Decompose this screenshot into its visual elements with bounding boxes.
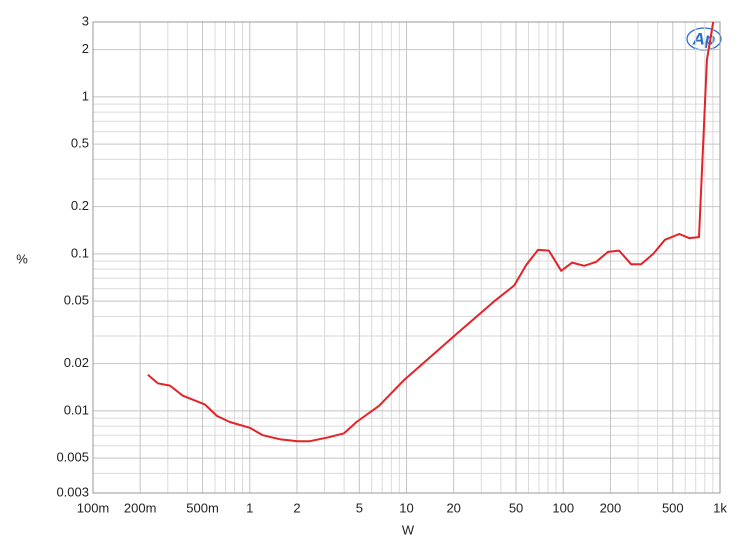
x-tick-label: 50 (509, 500, 523, 515)
y-tick-label: 1 (82, 88, 89, 103)
y-tick-label: 0.01 (64, 402, 89, 417)
x-tick-label: 1k (713, 500, 727, 515)
y-tick-label: 0.05 (64, 293, 89, 308)
data-line (147, 21, 715, 443)
x-tick-label: 1 (246, 500, 253, 515)
y-tick-label: 0.5 (71, 136, 89, 151)
y-tick-label: 0.02 (64, 355, 89, 370)
y-axis-label: % (16, 251, 28, 266)
x-tick-label: 100 (552, 500, 574, 515)
y-tick-label: 0.1 (71, 245, 89, 260)
x-tick-label: 200m (124, 500, 157, 515)
y-tick-label: 2 (82, 41, 89, 56)
y-tick-label: 0.005 (56, 450, 89, 465)
x-tick-label: 10 (399, 500, 413, 515)
x-tick-label: 5 (356, 500, 363, 515)
x-tick-label: 100m (77, 500, 110, 515)
x-axis-label: W (402, 522, 415, 537)
x-tick-label: 20 (446, 500, 460, 515)
plot-frame (92, 21, 721, 494)
y-tick-label: 3 (82, 13, 89, 28)
x-tick-label: 500 (662, 500, 684, 515)
x-tick-label: 200 (600, 500, 622, 515)
x-tick-label: 500m (186, 500, 219, 515)
y-tick-label: 0.003 (56, 484, 89, 499)
y-tick-label: 0.2 (71, 198, 89, 213)
x-tick-label: 2 (293, 500, 300, 515)
